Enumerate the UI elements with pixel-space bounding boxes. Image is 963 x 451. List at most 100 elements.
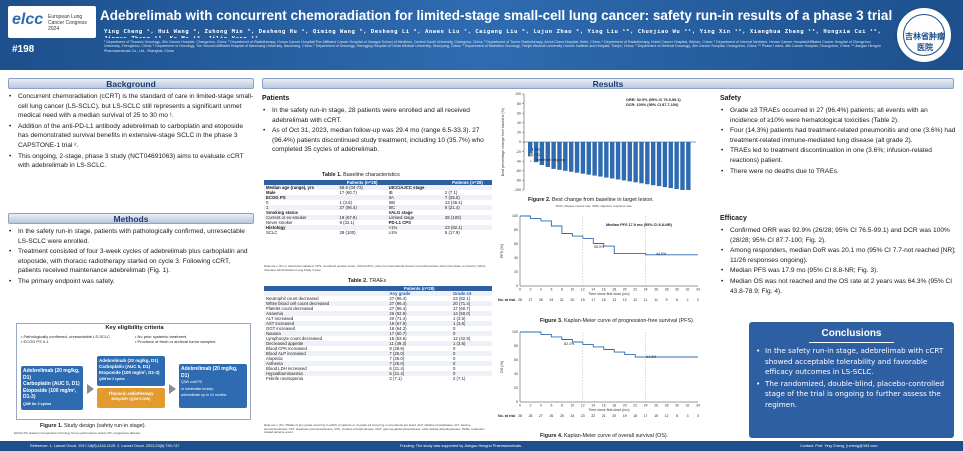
figure-3-caption: Figure 3. Kaplan-Meier curve of progress…: [540, 318, 694, 324]
table-cell: GGT increased: [266, 326, 296, 331]
patients-bullet-item: As of Oct 31, 2023, median follow-up was…: [262, 126, 494, 155]
table-cell: ECOG PS: [264, 195, 338, 200]
table-cell: [337, 225, 387, 230]
at-risk-count: 26: [539, 298, 543, 302]
bar: [557, 142, 562, 170]
table-cell: Limited stage: [386, 215, 443, 220]
x-tick-label: 14: [591, 404, 595, 408]
at-risk-count: 11: [654, 298, 658, 302]
hospital-seal-logo: 吉林省肿瘤医院: [895, 6, 953, 64]
table-header-cell: [386, 180, 443, 185]
safety-bullet-item: Grade ≥3 TRAEs occurred in 27 (96.4%) pa…: [720, 106, 956, 125]
at-risk-count: 22: [591, 414, 595, 418]
table-cell: Current or ex-smoker: [264, 215, 338, 220]
induction-schedule: Q3W for 2 cycles: [23, 401, 52, 406]
poster-title: Adebrelimab with concurrent chemoradiati…: [100, 8, 893, 23]
table-cell: 9 (32.1): [339, 220, 355, 225]
at-risk-count: 13: [612, 298, 616, 302]
bar: [662, 142, 668, 188]
figure-1-note: ECOG PS, Eastern Cooperative Oncology Gr…: [14, 432, 141, 435]
y-tick-label: 100: [515, 92, 521, 96]
dcr-annotation: DCR: 100% (95% CI 87.7-100): [626, 103, 679, 107]
bar: [621, 142, 627, 181]
elcc-logo: elcc European Lung Cancer Congress 2024: [8, 6, 96, 38]
concurrent-drug-3: Etoposide (100 mg/m², D1-3): [99, 370, 160, 375]
bar: [645, 142, 650, 185]
at-risk-count: 24: [570, 414, 574, 418]
bar: [533, 142, 539, 163]
bar: [639, 142, 644, 184]
efficacy-list: Confirmed ORR was 92.9% (26/28; 95% CI 7…: [720, 226, 956, 296]
at-risk-count: 23: [581, 414, 585, 418]
x-tick-label: 30: [675, 288, 679, 292]
efficacy-text: Confirmed ORR was 92.9% (26/28; 95% CI 7…: [720, 226, 956, 297]
background-bullet-item: Addition of the anti-PD-L1 antibody adeb…: [8, 122, 254, 151]
bar: [569, 142, 574, 172]
table-row: Febrile neutropenia 2 (7.1) 2 (7.1): [264, 376, 492, 381]
at-risk-count: 0: [697, 414, 699, 418]
criterion-4: • Provision of fresh or archival tumor s…: [135, 339, 216, 344]
study-design-figure: Key eligibility criteria • Pathologicall…: [16, 323, 251, 420]
table-cell: 20 (71.4): [389, 316, 407, 321]
curve-annotation: 64.3%: [646, 355, 657, 359]
table-header-cell: [450, 286, 492, 291]
conclusions-box: Conclusions In the safety run-in stage, …: [749, 322, 954, 438]
table-cell: 17 (60.7): [339, 190, 357, 195]
table-cell: 17 (60.7): [387, 331, 451, 336]
efficacy-bullet-item: Among responders, median DoR was 20.1 mo…: [720, 246, 956, 265]
arrow-icon: [87, 384, 94, 394]
trae-table: Patients (n=28) Any grade Grade ≥3 Neutroph…: [264, 286, 492, 381]
figure-1-caption: Figure 1. Study design (safety run-in st…: [40, 423, 146, 429]
curve-annotation: 44.6%: [656, 252, 667, 256]
curve-annotation: 55.0%: [594, 245, 605, 249]
table-row: Lymphocyte count decreased 15 (53.6) 12 (4…: [264, 336, 492, 341]
y-tick-label: -60: [516, 169, 521, 173]
results-heading: Results: [262, 78, 954, 89]
y-tick-label: 80: [514, 228, 518, 232]
background-text: Concurrent chemoradiation (cCRT) is the …: [8, 92, 254, 172]
table-row: SCLC 28 (100) ≥1% 5 (17.9): [264, 230, 492, 235]
x-tick-label: 34: [696, 404, 700, 408]
at-risk-count: 2: [687, 298, 689, 302]
legend-swatch: [530, 148, 533, 151]
table-cell: 0: [450, 371, 492, 376]
x-axis-label: Time since first dose (mo): [588, 408, 629, 412]
table-cell: 1 (3.6): [450, 321, 492, 326]
radiotherapy-dose: 60Gy/30Fr (Q1W 5 D/W): [111, 396, 151, 401]
bar: [592, 142, 597, 176]
x-tick-label: 32: [686, 288, 690, 292]
at-risk-count: 27: [529, 298, 533, 302]
table-cell: Febrile neutropenia: [266, 376, 304, 381]
at-risk-count: 28: [518, 298, 522, 302]
table-2-text: TRAEs: [367, 278, 387, 284]
conclusions-list: In the safety run-in stage, adebrelimab …: [755, 346, 950, 411]
efficacy-bullet-item: Median PFS was 17.9 mo (95% CI 8.8-NR; F…: [720, 266, 956, 276]
table-cell: 26 (92.9): [387, 311, 451, 316]
x-tick-label: 24: [644, 404, 648, 408]
table-row: Blood ALP increased 7 (25.0) 0: [264, 351, 492, 356]
bar: [539, 142, 545, 166]
y-tick-label: 60: [517, 111, 521, 115]
concurrent-drug-2: Carboplatin (AUC 5, D1): [99, 364, 151, 369]
x-tick-label: 18: [612, 404, 616, 408]
table-2-label: Table 2.: [348, 278, 368, 284]
y-tick-label: 0: [516, 400, 518, 404]
table-cell: 19 (67.9): [337, 215, 387, 220]
conclusions-heading: Conclusions: [821, 328, 882, 339]
table-cell: 28 (100): [339, 230, 356, 235]
table-cell: 8 (28.6): [389, 346, 405, 351]
maintenance-box: Adebrelimab (20 mg/kg, D1) Q3W until PD …: [179, 364, 247, 408]
at-risk-count: 12: [665, 414, 669, 418]
table-cell: UICC/AJCC stage: [386, 185, 443, 190]
y-axis-label: Best percentage change from baseline (%): [501, 108, 505, 176]
table-row: Nausea 17 (60.7) 0: [264, 331, 492, 336]
at-risk-count: 19: [581, 298, 585, 302]
y-tick-label: 60: [514, 242, 518, 246]
at-risk-count: 18: [633, 414, 637, 418]
table-cell: White blood cell count decreased: [264, 301, 388, 306]
table-cell: <1%: [386, 225, 443, 230]
table-header-row: Patients (n=28): [264, 286, 492, 291]
y-tick-label: 80: [514, 344, 518, 348]
